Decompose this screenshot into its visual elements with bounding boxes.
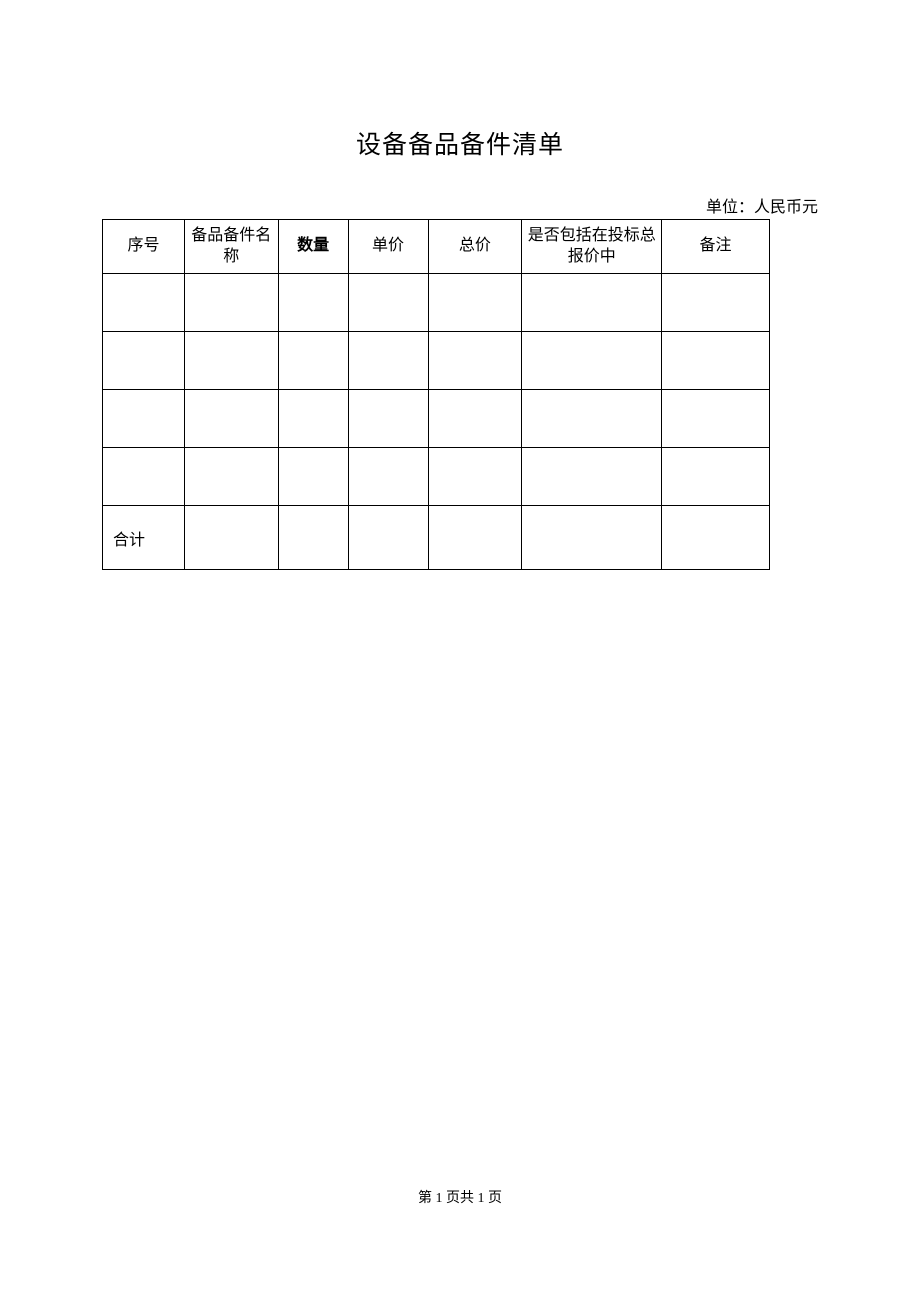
table-row xyxy=(103,274,770,332)
cell-price xyxy=(348,274,428,332)
col-header-seq: 序号 xyxy=(103,220,185,274)
table-row xyxy=(103,448,770,506)
total-remark xyxy=(662,506,770,570)
cell-remark xyxy=(662,448,770,506)
col-header-price: 单价 xyxy=(348,220,428,274)
table-container: 序号 备品备件名称 数量 单价 总价 是否包括在投标总报价中 备注 xyxy=(0,219,920,570)
cell-remark xyxy=(662,274,770,332)
cell-remark xyxy=(662,390,770,448)
col-header-total: 总价 xyxy=(428,220,522,274)
cell-total xyxy=(428,274,522,332)
cell-name xyxy=(184,448,278,506)
col-header-qty: 数量 xyxy=(278,220,348,274)
cell-included xyxy=(522,274,662,332)
cell-qty xyxy=(278,448,348,506)
unit-label: 单位：人民币元 xyxy=(0,193,920,217)
total-label: 合计 xyxy=(103,506,185,570)
total-qty xyxy=(278,506,348,570)
table-header-row: 序号 备品备件名称 数量 单价 总价 是否包括在投标总报价中 备注 xyxy=(103,220,770,274)
total-name xyxy=(184,506,278,570)
cell-seq xyxy=(103,448,185,506)
cell-qty xyxy=(278,332,348,390)
cell-price xyxy=(348,448,428,506)
cell-name xyxy=(184,390,278,448)
cell-remark xyxy=(662,332,770,390)
cell-name xyxy=(184,274,278,332)
cell-total xyxy=(428,390,522,448)
cell-price xyxy=(348,390,428,448)
page-footer: 第 1 页共 1 页 xyxy=(0,1187,920,1207)
cell-included xyxy=(522,390,662,448)
table-row xyxy=(103,390,770,448)
cell-included xyxy=(522,448,662,506)
cell-qty xyxy=(278,390,348,448)
cell-included xyxy=(522,332,662,390)
cell-seq xyxy=(103,274,185,332)
cell-seq xyxy=(103,332,185,390)
cell-name xyxy=(184,332,278,390)
cell-price xyxy=(348,332,428,390)
cell-total xyxy=(428,332,522,390)
table-row xyxy=(103,332,770,390)
table-total-row: 合计 xyxy=(103,506,770,570)
col-header-included: 是否包括在投标总报价中 xyxy=(522,220,662,274)
total-price xyxy=(348,506,428,570)
col-header-remark: 备注 xyxy=(662,220,770,274)
page-title: 设备备品备件清单 xyxy=(0,125,920,161)
total-total xyxy=(428,506,522,570)
spare-parts-table: 序号 备品备件名称 数量 单价 总价 是否包括在投标总报价中 备注 xyxy=(102,219,770,570)
cell-total xyxy=(428,448,522,506)
cell-seq xyxy=(103,390,185,448)
cell-qty xyxy=(278,274,348,332)
col-header-name: 备品备件名称 xyxy=(184,220,278,274)
document-page: 设备备品备件清单 单位：人民币元 序号 备品备件名称 数量 单价 总价 是否包括… xyxy=(0,0,920,1301)
total-included xyxy=(522,506,662,570)
